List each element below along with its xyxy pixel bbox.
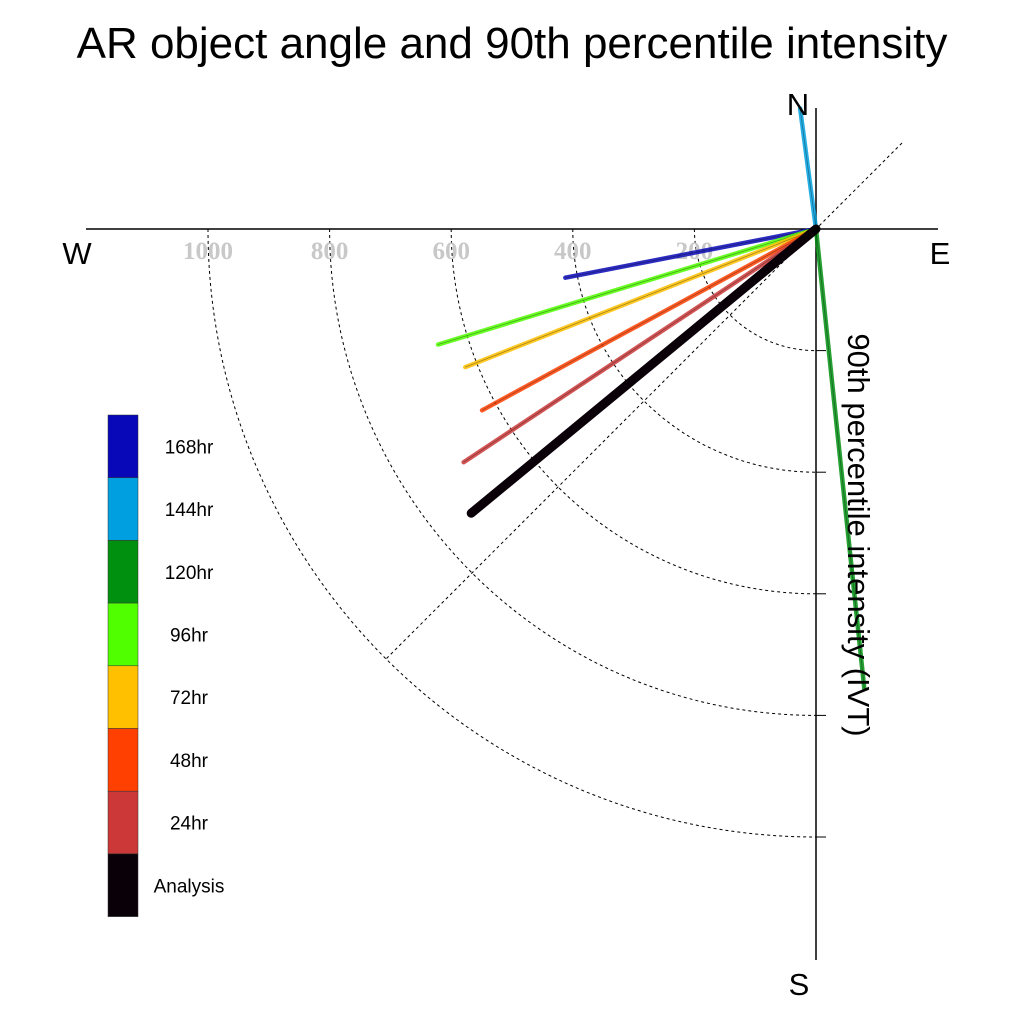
legend-swatch-72hr bbox=[107, 665, 139, 729]
series-vector-168hr bbox=[563, 226, 819, 280]
grid-ring bbox=[572, 228, 817, 473]
series-vector-72hr bbox=[463, 226, 819, 370]
ring-label: 600 bbox=[432, 238, 470, 265]
legend-swatch-analysis bbox=[107, 853, 139, 917]
grid-ring bbox=[329, 228, 817, 716]
legend-label-72hr: 72hr bbox=[170, 688, 209, 709]
grid-ring bbox=[207, 228, 817, 838]
legend-swatch-144hr bbox=[107, 477, 139, 541]
ring-label: 1000 bbox=[183, 238, 233, 265]
series-vector-48hr bbox=[479, 226, 819, 413]
direction-label-east: E bbox=[930, 236, 951, 271]
legend-swatch-168hr bbox=[107, 414, 139, 478]
vector-series bbox=[435, 106, 867, 691]
ring-label: 400 bbox=[554, 238, 592, 265]
series-vector-analysis bbox=[466, 224, 821, 518]
diagonal-reference-line bbox=[385, 142, 903, 660]
legend-label-24hr: 24hr bbox=[170, 814, 209, 835]
direction-label-south: S bbox=[789, 967, 810, 1002]
direction-label-west: W bbox=[62, 236, 92, 271]
legend-swatch-96hr bbox=[107, 602, 139, 667]
grid-ring bbox=[693, 228, 817, 352]
legend-label-120hr: 120hr bbox=[165, 563, 214, 584]
series-vector-120hr bbox=[813, 226, 867, 691]
direction-label-north: N bbox=[787, 87, 809, 122]
y-axis-label: 90th percentile intensity (IVT) bbox=[841, 333, 876, 736]
legend-swatch-24hr bbox=[107, 790, 139, 855]
legend-swatch-120hr bbox=[107, 540, 139, 604]
grid-ring bbox=[450, 228, 817, 595]
legend-label-analysis: Analysis bbox=[154, 876, 225, 897]
series-vector-24hr bbox=[461, 226, 819, 465]
legend: 168hr 144hr 120hr 96hr 72hr 48hr 24hr Analysis bbox=[107, 414, 225, 917]
legend-label-144hr: 144hr bbox=[165, 500, 214, 521]
origin-point bbox=[812, 225, 820, 233]
ring-label: 800 bbox=[311, 238, 349, 265]
series-vector-96hr bbox=[435, 226, 819, 347]
series-vector-144hr bbox=[797, 106, 819, 232]
legend-label-96hr: 96hr bbox=[170, 625, 209, 646]
legend-label-168hr: 168hr bbox=[165, 437, 214, 458]
chart-title: AR object angle and 90th percentile inte… bbox=[77, 19, 948, 68]
legend-label-48hr: 48hr bbox=[170, 751, 209, 772]
legend-swatch-48hr bbox=[107, 728, 139, 792]
ring-labels: 2004006008001000 bbox=[183, 238, 713, 265]
